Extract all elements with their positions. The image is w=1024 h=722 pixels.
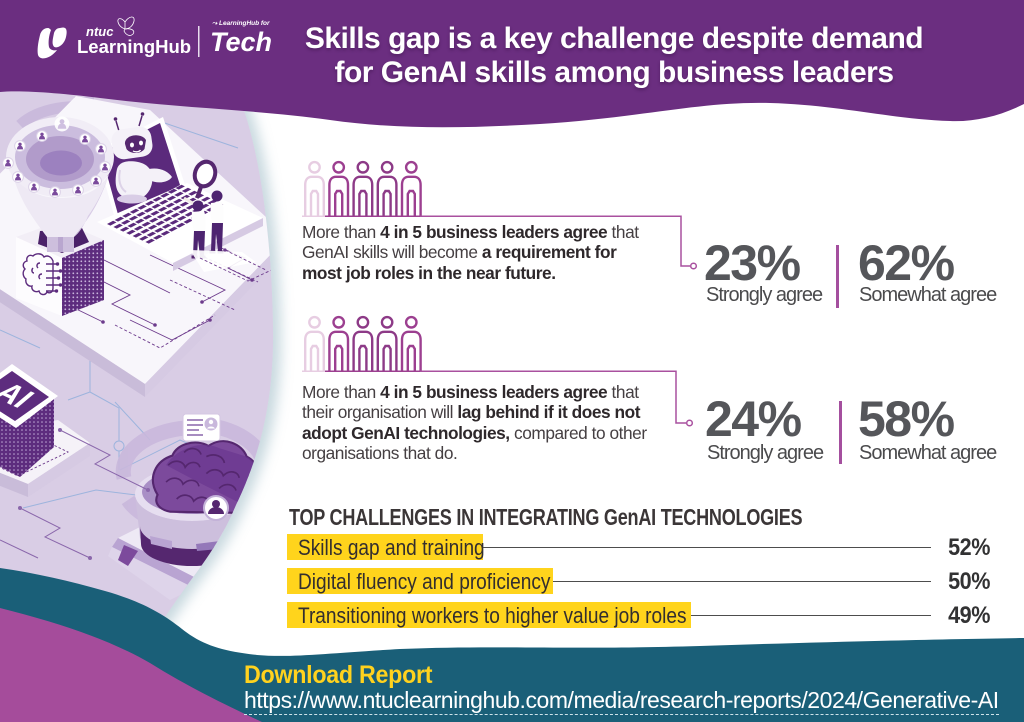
svg-text:⤳ LearningHub for: ⤳ LearningHub for	[212, 20, 270, 27]
svg-text:LearningHub: LearningHub	[77, 36, 191, 57]
svg-text:ntuc: ntuc	[86, 24, 114, 39]
svg-text:Tech: Tech	[210, 27, 272, 57]
